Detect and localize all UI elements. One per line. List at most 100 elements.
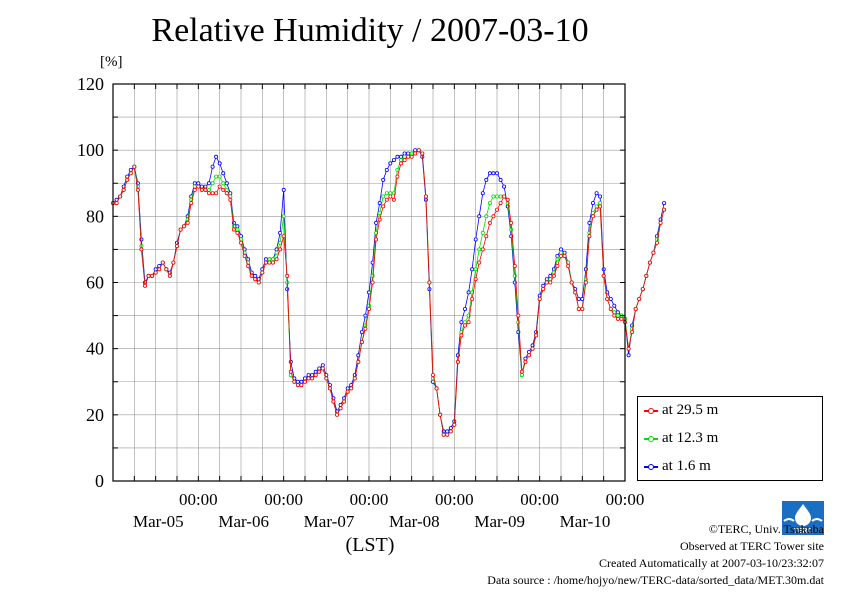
data-point <box>366 306 371 311</box>
legend-label-1-6m: at 1.6 m <box>662 458 711 474</box>
data-point <box>214 191 219 196</box>
data-point <box>494 207 499 212</box>
data-point <box>662 207 667 212</box>
data-point <box>256 280 261 285</box>
y-tick-label: 100 <box>77 140 104 160</box>
chart-legend: at 29.5 m at 12.3 m at 1.6 m <box>637 396 823 481</box>
data-point <box>196 184 201 189</box>
data-point <box>359 340 364 345</box>
x-tick-date-label: Mar-06 <box>218 512 269 531</box>
data-point <box>473 277 478 282</box>
x-tick-time-label: 00:00 <box>350 490 389 509</box>
data-point <box>402 154 407 159</box>
data-point <box>626 353 631 358</box>
footer-observed: Observed at TERC Tower site <box>679 539 824 553</box>
data-point <box>384 191 389 196</box>
data-point <box>295 383 300 388</box>
data-point <box>541 287 546 292</box>
data-point <box>548 280 553 285</box>
data-point <box>587 220 592 225</box>
data-point <box>594 191 599 196</box>
footer-created: Created Automatically at 2007-03-10/23:3… <box>599 556 824 570</box>
data-point <box>484 177 489 182</box>
x-axis-label: (LST) <box>345 534 395 556</box>
data-point <box>480 191 485 196</box>
data-point <box>224 191 229 196</box>
x-tick-time-label: 00:00 <box>435 490 474 509</box>
data-point <box>306 376 311 381</box>
data-point <box>235 224 240 229</box>
data-point <box>281 214 286 219</box>
data-point <box>391 197 396 202</box>
legend-label-12-3m: at 12.3 m <box>662 430 719 446</box>
data-point <box>576 306 581 311</box>
data-point <box>470 296 475 301</box>
data-point <box>491 171 496 176</box>
data-point <box>317 366 322 371</box>
data-point <box>210 164 215 169</box>
data-point <box>299 379 304 384</box>
data-point <box>402 151 407 156</box>
data-point <box>260 270 265 275</box>
data-point <box>206 191 211 196</box>
data-point <box>246 263 251 268</box>
data-point <box>519 373 524 378</box>
data-point <box>363 313 368 318</box>
legend-item-12-3m: at 12.3 m <box>644 427 718 449</box>
data-point <box>555 257 560 262</box>
data-point <box>306 373 311 378</box>
x-tick-date-label: Mar-07 <box>304 512 355 531</box>
data-point <box>455 359 460 364</box>
data-point <box>317 369 322 374</box>
data-point <box>171 260 176 265</box>
data-point <box>210 191 215 196</box>
data-point <box>235 230 240 235</box>
data-point <box>342 399 347 404</box>
data-point <box>381 177 386 182</box>
data-point <box>502 194 507 199</box>
data-point <box>477 247 482 252</box>
data-point <box>487 201 492 206</box>
data-point <box>363 326 368 331</box>
data-point <box>480 230 485 235</box>
legend-label-29-5m: at 29.5 m <box>662 402 719 418</box>
data-point <box>231 227 236 232</box>
data-point <box>562 250 567 255</box>
data-point <box>459 320 464 325</box>
data-point <box>221 187 226 192</box>
data-point <box>370 273 375 278</box>
data-point <box>651 250 656 255</box>
data-point <box>217 184 222 189</box>
data-point <box>285 273 290 278</box>
data-point <box>249 273 254 278</box>
data-point <box>263 260 268 265</box>
data-point <box>601 273 606 278</box>
data-point <box>427 280 432 285</box>
x-tick-date-label: Mar-08 <box>389 512 440 531</box>
data-point <box>559 250 564 255</box>
data-point <box>160 260 165 265</box>
data-point <box>235 227 240 232</box>
data-point <box>320 366 325 371</box>
data-point <box>569 280 574 285</box>
data-point <box>566 263 571 268</box>
data-point <box>334 412 339 417</box>
data-point <box>370 280 375 285</box>
data-point <box>619 316 624 321</box>
data-point <box>164 267 169 272</box>
data-point <box>384 197 389 202</box>
data-point <box>519 369 524 374</box>
data-point <box>310 373 315 378</box>
data-point <box>537 296 542 301</box>
data-point <box>530 346 535 351</box>
data-point <box>498 194 503 199</box>
data-point <box>466 320 471 325</box>
data-point <box>310 376 315 381</box>
data-point <box>452 422 457 427</box>
data-point <box>398 161 403 166</box>
data-point <box>142 283 147 288</box>
data-point <box>132 164 137 169</box>
y-tick-label: 40 <box>86 339 104 359</box>
data-point <box>217 174 222 179</box>
data-point <box>576 296 581 301</box>
